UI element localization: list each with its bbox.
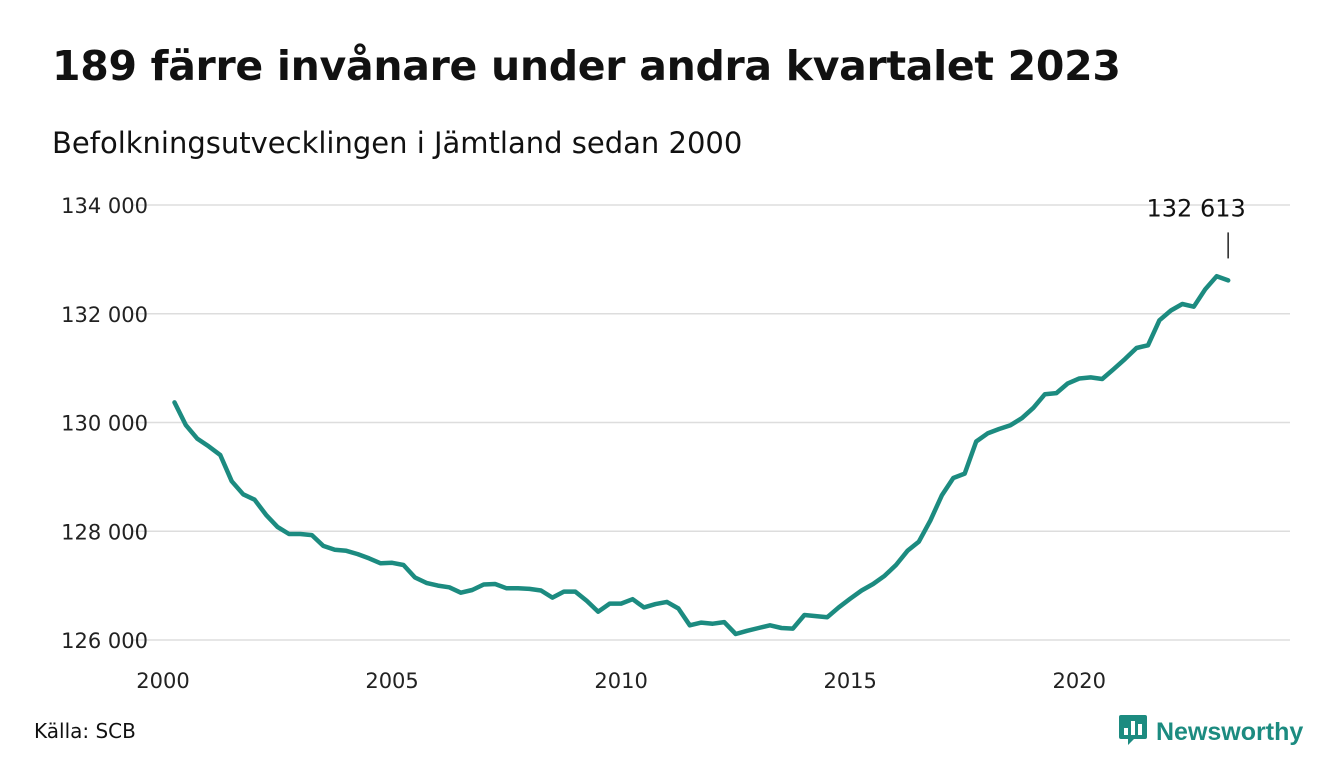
y-tick-label: 132 000 xyxy=(61,303,148,327)
y-gridlines xyxy=(133,204,1290,641)
x-tick-label: 2020 xyxy=(1053,669,1106,693)
brand-logo[interactable]: Newsworthy xyxy=(1118,713,1303,751)
chart-title: 189 färre invånare under andra kvartalet… xyxy=(52,42,1121,90)
x-axis-ticks: 2000 2005 2010 2015 2020 xyxy=(136,669,1106,693)
x-tick-label: 2010 xyxy=(594,669,647,693)
source-note: Källa: SCB xyxy=(34,719,136,743)
y-tick-label: 130 000 xyxy=(61,412,148,436)
x-tick-label: 2015 xyxy=(823,669,876,693)
y-tick-label: 134 000 xyxy=(61,194,148,218)
y-tick-label: 128 000 xyxy=(61,520,148,544)
population-line xyxy=(172,273,1231,637)
y-axis-ticks: 126 000 128 000 130 000 132 000 134 000 xyxy=(61,194,148,653)
x-tick-label: 2000 xyxy=(136,669,189,693)
annotation-last-value: 132 613 xyxy=(1147,194,1246,222)
y-tick-label: 126 000 xyxy=(61,629,148,653)
chart-subtitle: Befolkningsutvecklingen i Jämtland sedan… xyxy=(52,126,743,160)
bar-chart-speech-icon xyxy=(1118,713,1148,751)
line-chart: 126 000 128 000 130 000 132 000 134 000 2000… xyxy=(61,194,1290,693)
brand-name: Newsworthy xyxy=(1156,717,1304,746)
x-tick-label: 2005 xyxy=(365,669,418,693)
